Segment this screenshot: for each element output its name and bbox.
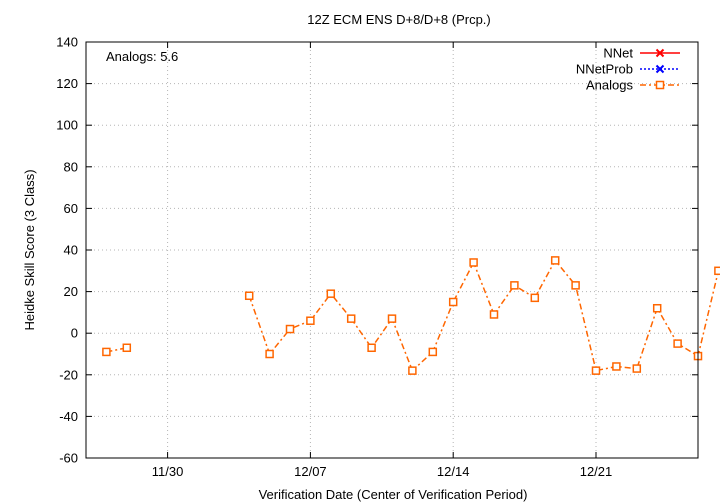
x-tick-label: 12/07 (294, 464, 327, 479)
analogs-point (632, 364, 642, 373)
analogs-point (102, 347, 111, 357)
legend-label: Analogs (586, 78, 633, 93)
y-tick-label: 140 (56, 35, 78, 50)
analogs-point (346, 314, 356, 323)
analogs-point (714, 266, 720, 276)
legend-label: NNetProb (576, 62, 633, 77)
analogs-point (285, 324, 295, 334)
analogs-point (673, 339, 682, 348)
y-tick-label: 40 (64, 243, 78, 258)
analogs-point (612, 362, 621, 371)
analogs-point (326, 289, 336, 298)
analogs-point (122, 343, 132, 353)
analogs-annotation: Analogs: 5.6 (106, 49, 178, 64)
y-tick-label: 100 (56, 118, 78, 133)
analogs-point (591, 366, 601, 375)
analogs-point (367, 343, 376, 353)
y-tick-label: 60 (64, 201, 78, 216)
legend-marker (655, 80, 665, 90)
plot-series (102, 256, 720, 375)
y-axis-label: Heidke Skill Score (3 Class) (22, 169, 37, 330)
y-tick-label: 80 (64, 159, 78, 174)
y-axis-ticks: -60 -40 -20 0 20 40 60 80 100 120 140 (56, 35, 698, 466)
y-tick-label: 120 (56, 76, 78, 91)
analogs-point (306, 316, 315, 325)
x-tick-label: 12/21 (580, 464, 613, 479)
analogs-point (652, 303, 662, 313)
plot-frame (85, 41, 699, 459)
analogs-point (550, 256, 560, 265)
y-tick-label: 20 (64, 284, 78, 299)
analogs-point (244, 291, 254, 301)
x-tick-label: 11/30 (152, 464, 184, 479)
analogs-point (448, 297, 458, 307)
analogs-point (489, 310, 499, 319)
analogs-point (408, 366, 417, 375)
grid-lines (86, 42, 698, 458)
analogs-point (387, 314, 397, 323)
legend-marker (655, 48, 665, 58)
x-axis-label: Verification Date (Center of Verificatio… (259, 487, 528, 502)
analogs-point (428, 347, 438, 357)
analogs-point (265, 349, 274, 359)
y-tick-label: 0 (71, 326, 78, 341)
analogs-point (530, 293, 540, 303)
y-tick-label: -20 (59, 367, 78, 382)
y-tick-label: -60 (59, 451, 78, 466)
analogs-point (469, 258, 478, 267)
analogs-series-line (248, 259, 720, 372)
analogs-point (571, 281, 580, 290)
chart-title: 12Z ECM ENS D+8/D+8 (Prcp.) (307, 12, 491, 27)
x-tick-label: 12/14 (437, 464, 470, 479)
legend-marker (655, 64, 665, 74)
legend-label: NNet (603, 46, 633, 61)
y-tick-label: -40 (59, 409, 78, 424)
analogs-point (510, 281, 519, 290)
